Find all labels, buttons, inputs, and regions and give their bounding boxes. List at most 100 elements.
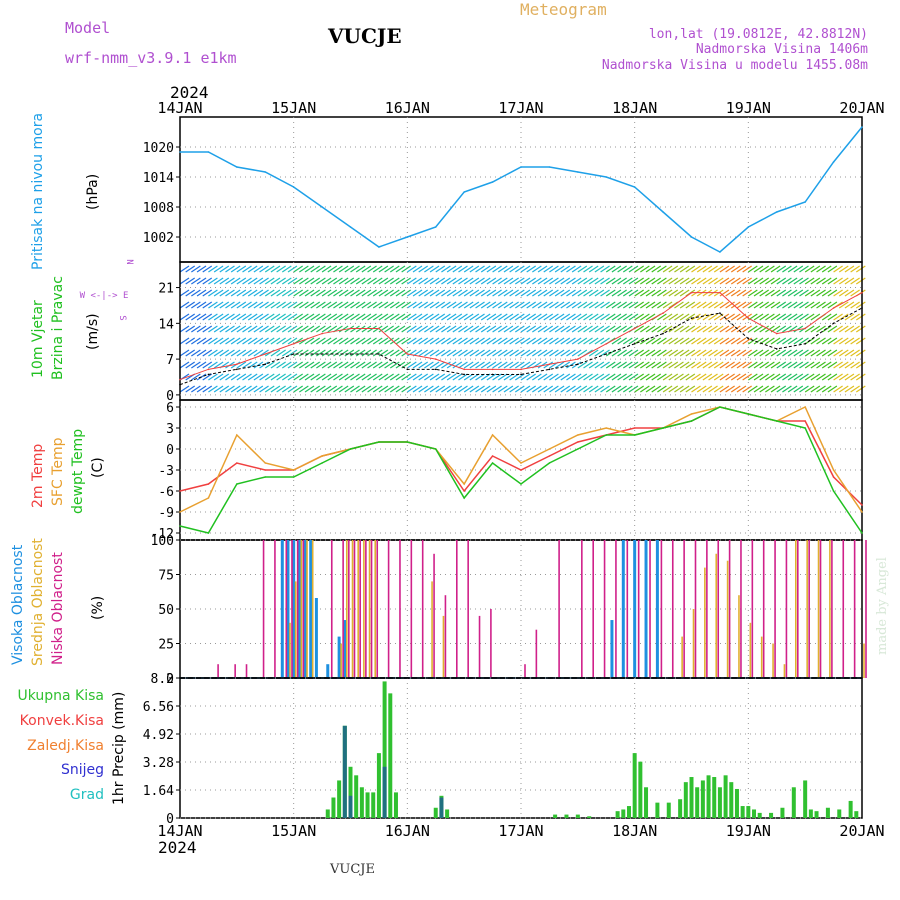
wind-barb <box>674 361 684 369</box>
wind-barb <box>219 337 230 345</box>
wind-barb <box>645 301 656 309</box>
wind-barb <box>827 313 838 321</box>
wind-barb <box>219 349 230 357</box>
wind-barb <box>264 289 275 297</box>
wind-barb <box>492 277 502 285</box>
precip-bar <box>854 811 859 818</box>
wind-barb <box>475 337 485 345</box>
wind-barb <box>810 361 821 369</box>
temp-unit: (C) <box>90 457 106 478</box>
wind-barb <box>259 313 269 321</box>
pressure-point <box>804 201 806 203</box>
pressure-point <box>292 186 295 188</box>
wind-barb <box>804 373 815 381</box>
wind-barb <box>566 385 576 393</box>
wind-barb <box>503 325 514 333</box>
y-tick-label: 100 <box>151 534 174 549</box>
precip-bar <box>325 809 330 818</box>
y-tick-label: 3.28 <box>143 756 174 771</box>
wind-barb <box>850 349 860 357</box>
precip-bar <box>689 777 694 818</box>
wind-barb <box>304 349 315 357</box>
precip-bar <box>734 788 739 818</box>
wind-barb <box>179 313 190 321</box>
wind-barb <box>287 289 298 297</box>
wind-barb <box>310 349 321 357</box>
wind-barb <box>213 301 224 309</box>
wind-barb <box>424 373 434 381</box>
wind-barb <box>247 265 258 273</box>
wind-barb <box>185 325 196 333</box>
temperature-point <box>179 525 181 527</box>
wind-barb <box>389 349 400 357</box>
wind-barb <box>287 385 298 393</box>
wind-barb <box>776 349 787 357</box>
wind-barb <box>191 313 201 321</box>
wind-barb <box>236 349 247 357</box>
wind-barb <box>685 277 696 285</box>
wind-barb <box>520 325 531 333</box>
wind-barb <box>287 337 298 345</box>
wind-barb <box>355 301 366 309</box>
wind-barb <box>577 277 588 285</box>
wind-barb <box>617 325 627 333</box>
wind-barb <box>304 277 315 285</box>
wind-barb <box>855 361 866 369</box>
wind-barb <box>463 373 474 381</box>
wind-barb <box>833 277 843 285</box>
wind-barb <box>185 301 196 309</box>
wind-barb <box>844 385 855 393</box>
wind-barb <box>276 301 286 309</box>
wind-barb <box>327 361 338 369</box>
wind-barb <box>657 337 667 345</box>
wind-barb <box>424 289 434 297</box>
wind-barb <box>281 373 292 381</box>
wind-barb <box>475 289 485 297</box>
wind-barb <box>725 361 735 369</box>
wind-barb <box>213 373 224 381</box>
wind-barb <box>742 349 752 357</box>
wind-point <box>321 332 323 335</box>
wind-barb <box>583 265 593 273</box>
wind-barb <box>452 349 463 357</box>
wind-barb <box>299 373 309 381</box>
wind-barb <box>742 385 752 393</box>
wind-barb <box>844 325 855 333</box>
wind-barb <box>605 277 616 285</box>
wind-barb <box>600 325 610 333</box>
wind-barb <box>452 361 463 369</box>
wind-barb <box>350 385 360 393</box>
wind-barb <box>367 265 377 273</box>
wind-barb <box>469 301 480 309</box>
wind-barb <box>225 325 235 333</box>
wind-barb <box>253 277 264 285</box>
dewpt-label: dewpt Temp <box>70 429 86 514</box>
pressure-point <box>747 226 750 228</box>
wind-barb <box>509 325 519 333</box>
wind-barb <box>225 301 235 309</box>
wind-barb <box>236 301 247 309</box>
wind-barb <box>543 265 554 273</box>
wind-barb <box>838 265 849 273</box>
wind-barb <box>310 277 321 285</box>
pressure-point <box>349 226 352 228</box>
wind-barb <box>622 289 633 297</box>
wind-barb <box>816 301 826 309</box>
wind-barb <box>708 361 718 369</box>
wind-barb <box>429 349 440 357</box>
wind-barb <box>787 289 798 297</box>
wind-barb <box>327 325 338 333</box>
wind-barb <box>560 337 571 345</box>
wind-barb <box>662 337 673 345</box>
wind-barb <box>276 313 286 321</box>
wind-point <box>463 373 465 376</box>
precip-bar <box>553 814 558 818</box>
wind-barb <box>617 277 627 285</box>
wind-point <box>832 322 835 325</box>
wind-barb <box>838 373 849 381</box>
wind-barb <box>418 325 429 333</box>
wind-barb <box>350 301 360 309</box>
wind-barb <box>560 289 571 297</box>
wind-barb <box>213 349 224 357</box>
wind-barb <box>850 265 860 273</box>
